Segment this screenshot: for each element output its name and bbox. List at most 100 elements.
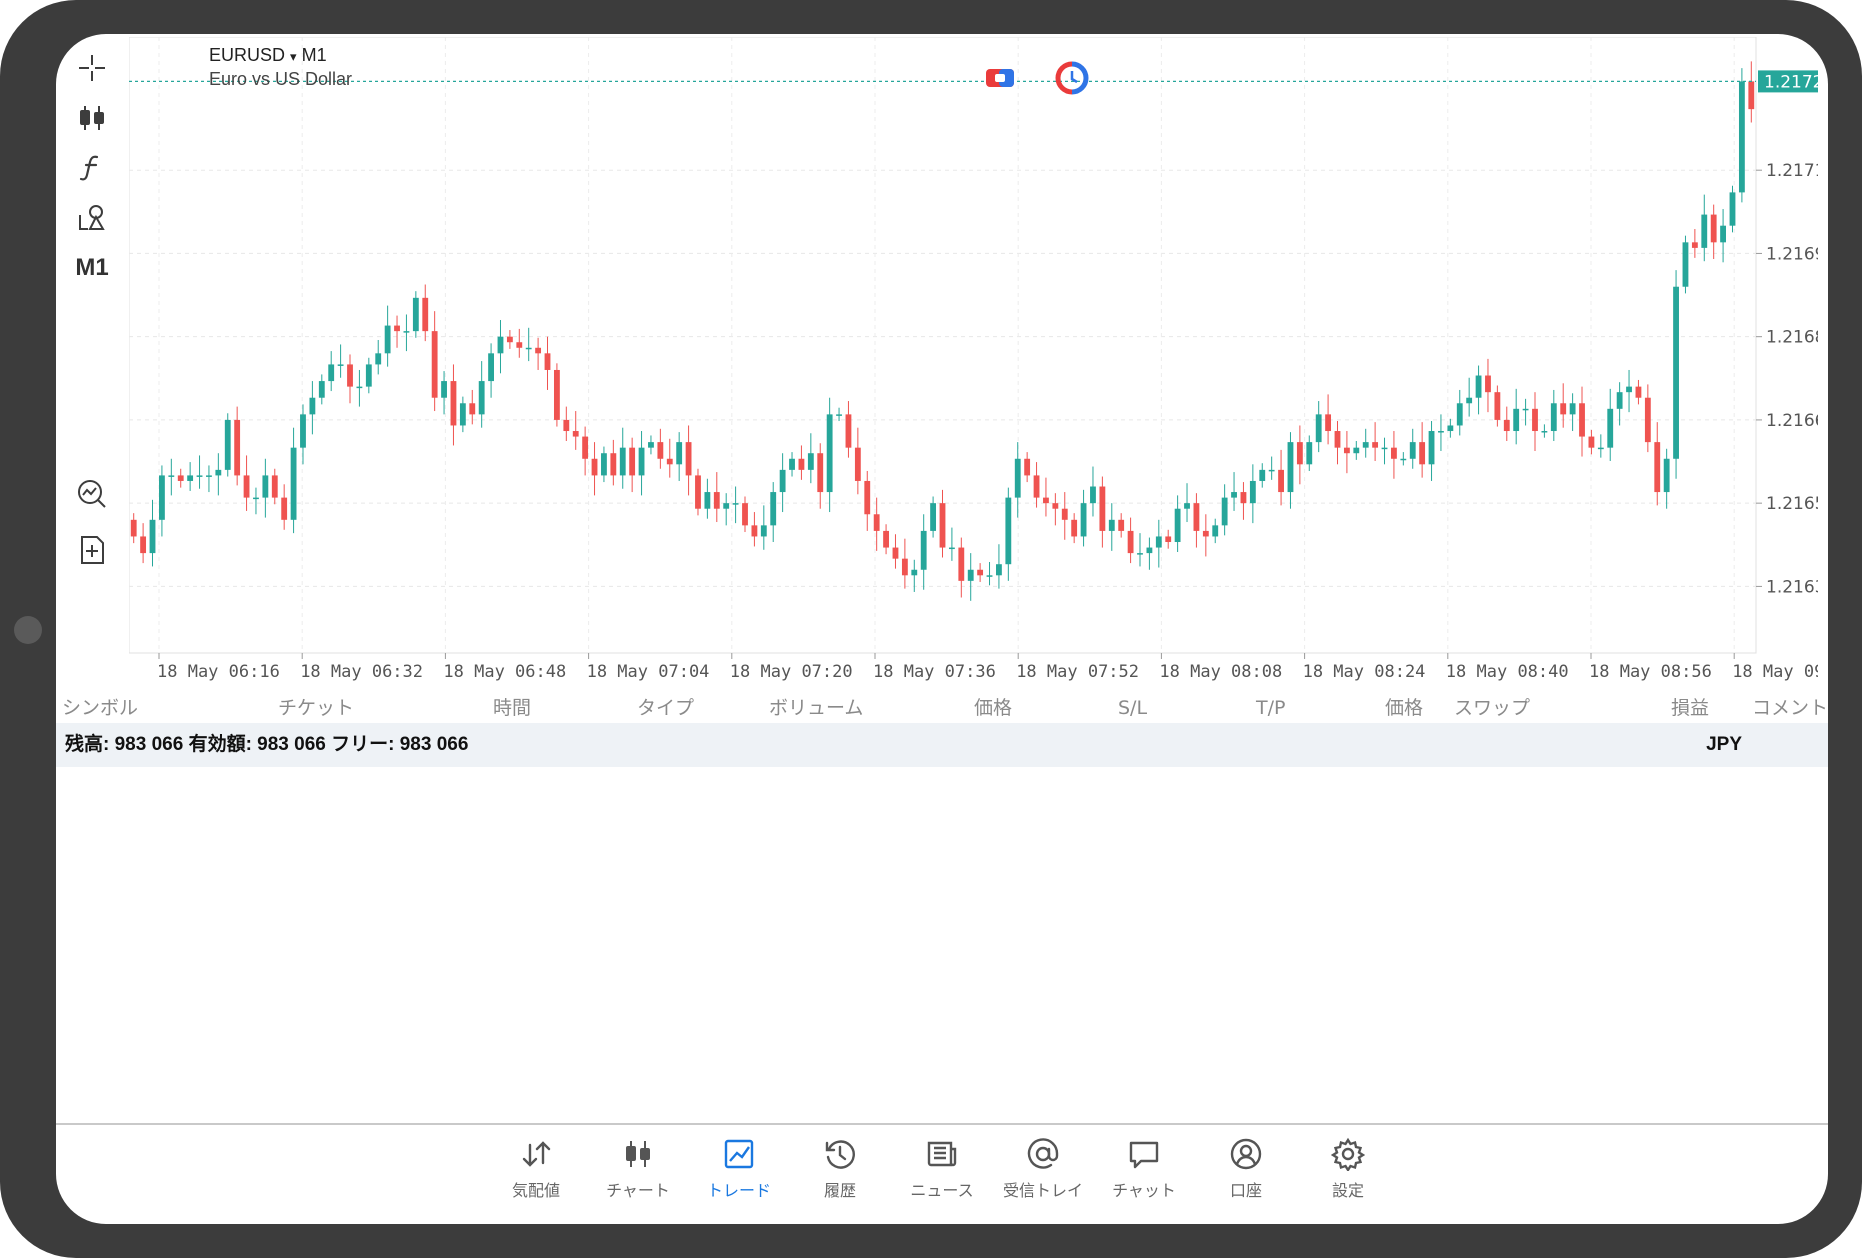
candle-body [967,569,974,581]
one-click-trading-icon[interactable] [983,61,1017,95]
candle-body [1306,442,1313,465]
col-time[interactable]: 時間 [493,697,532,719]
candle-body [1146,547,1153,554]
candle-body [506,336,513,343]
price-chart[interactable]: 1.21710 1.21695 1.21680 1.21665 1.21650 1.216… [129,37,1818,691]
candle-body [234,419,241,476]
candle-body [563,419,570,432]
candle-body [1334,431,1341,448]
mailbox-icon [1027,1138,1059,1169]
candle-body [168,475,175,477]
candle-body [958,547,965,581]
shapes-icon[interactable] [66,196,118,240]
candle-body [1043,497,1049,504]
candle-body [1654,442,1661,493]
function-icon[interactable] [66,146,118,190]
col-tp[interactable]: T/P [1256,697,1286,719]
candle-body [309,397,316,415]
candlestick-chart[interactable]: 1.21710 1.21695 1.21680 1.21665 1.21650 1.216… [129,37,1818,691]
col-volume[interactable]: ボリューム [769,697,864,719]
candle-body [1325,414,1332,432]
candle-body [1532,408,1538,432]
timeframe-button[interactable]: M1 [75,254,109,281]
candle-body [1024,458,1031,476]
nav-label: 履歴 [823,1181,856,1200]
candlestick-icon[interactable] [66,96,118,140]
candle-body [807,453,814,470]
candle-body [901,558,908,576]
nav-news[interactable]: ニュース [892,1137,992,1217]
candle-body [394,325,400,332]
col-profit[interactable]: 損益 [1671,697,1710,719]
add-order-icon[interactable] [66,528,118,572]
col-current-price[interactable]: 価格 [1385,697,1424,719]
col-swap[interactable]: スワップ [1454,697,1531,719]
candle-body [196,475,203,477]
nav-settings[interactable]: 設定 [1298,1137,1398,1217]
nav-trade[interactable]: トレード [689,1137,789,1217]
candle-body [1475,375,1482,398]
nav-history[interactable]: 履歴 [790,1137,890,1217]
account-icon [1230,1138,1262,1170]
chart-icon [626,1141,650,1167]
col-symbol[interactable]: シンボル [62,697,139,719]
candle-body [159,475,165,520]
col-ticket[interactable]: チケット [278,697,355,719]
col-comment[interactable]: コメント [1752,697,1828,719]
col-type[interactable]: タイプ [637,697,695,719]
nav-account[interactable]: 口座 [1196,1137,1296,1217]
candle-body [290,447,297,520]
candle-body [1456,403,1463,426]
candle-body [1616,392,1623,409]
nav-mailbox[interactable]: 受信トレイ [993,1137,1093,1217]
candle-body [478,381,485,415]
candle-body [403,331,410,333]
candle-body [553,369,560,420]
candle-body [1071,519,1078,537]
candle-body [948,547,955,550]
x-tick-label: 18 May 08:56 [1589,662,1712,682]
zoom-chart-icon[interactable] [66,472,118,516]
col-sl[interactable]: S/L [1118,697,1148,719]
symbol-dropdown-icon[interactable]: ▾ [290,49,297,64]
candle-body [1268,469,1275,472]
candle-body [1682,242,1689,287]
candle-body [695,475,701,509]
candle-body [1014,458,1021,498]
candle-body [601,453,607,476]
candle-body [450,381,457,426]
account-currency: JPY [1706,734,1742,755]
candle-body [412,297,419,332]
crosshair-icon[interactable] [66,46,118,90]
x-tick-label: 18 May 09: [1732,662,1818,682]
candle-body [431,331,438,398]
candle-body [337,364,344,366]
candle-body [1644,397,1651,443]
candle-body [544,353,551,370]
symbol-header[interactable]: EURUSD ▾ M1 [209,45,327,66]
trade-signals-icon[interactable] [1055,61,1089,95]
bottom-nav: 気配値 チャート トレード 履歴 ニュース 受信トレイ [56,1125,1828,1224]
candle-body [591,458,598,476]
candle-body [996,564,1002,576]
current-price-badge [1758,70,1818,93]
nav-label: チャート [606,1181,670,1200]
candle-body [1673,286,1679,459]
candle-body [497,336,504,354]
candle-body [1202,530,1209,537]
nav-chart[interactable]: チャート [588,1137,688,1217]
candle-body [140,536,147,554]
nav-label: 口座 [1229,1181,1262,1200]
candle-body [281,497,288,520]
candle-body [1033,475,1040,498]
x-tick-label: 18 May 08:08 [1159,662,1282,682]
x-tick-label: 18 May 07:36 [873,662,996,682]
col-price[interactable]: 価格 [974,697,1013,719]
candle-body [469,403,476,415]
candle-body [1400,458,1407,461]
candle-body [1438,431,1444,433]
nav-quotes[interactable]: 気配値 [486,1137,586,1217]
nav-chat[interactable]: チャット [1094,1137,1194,1217]
candle-body [1080,503,1087,537]
